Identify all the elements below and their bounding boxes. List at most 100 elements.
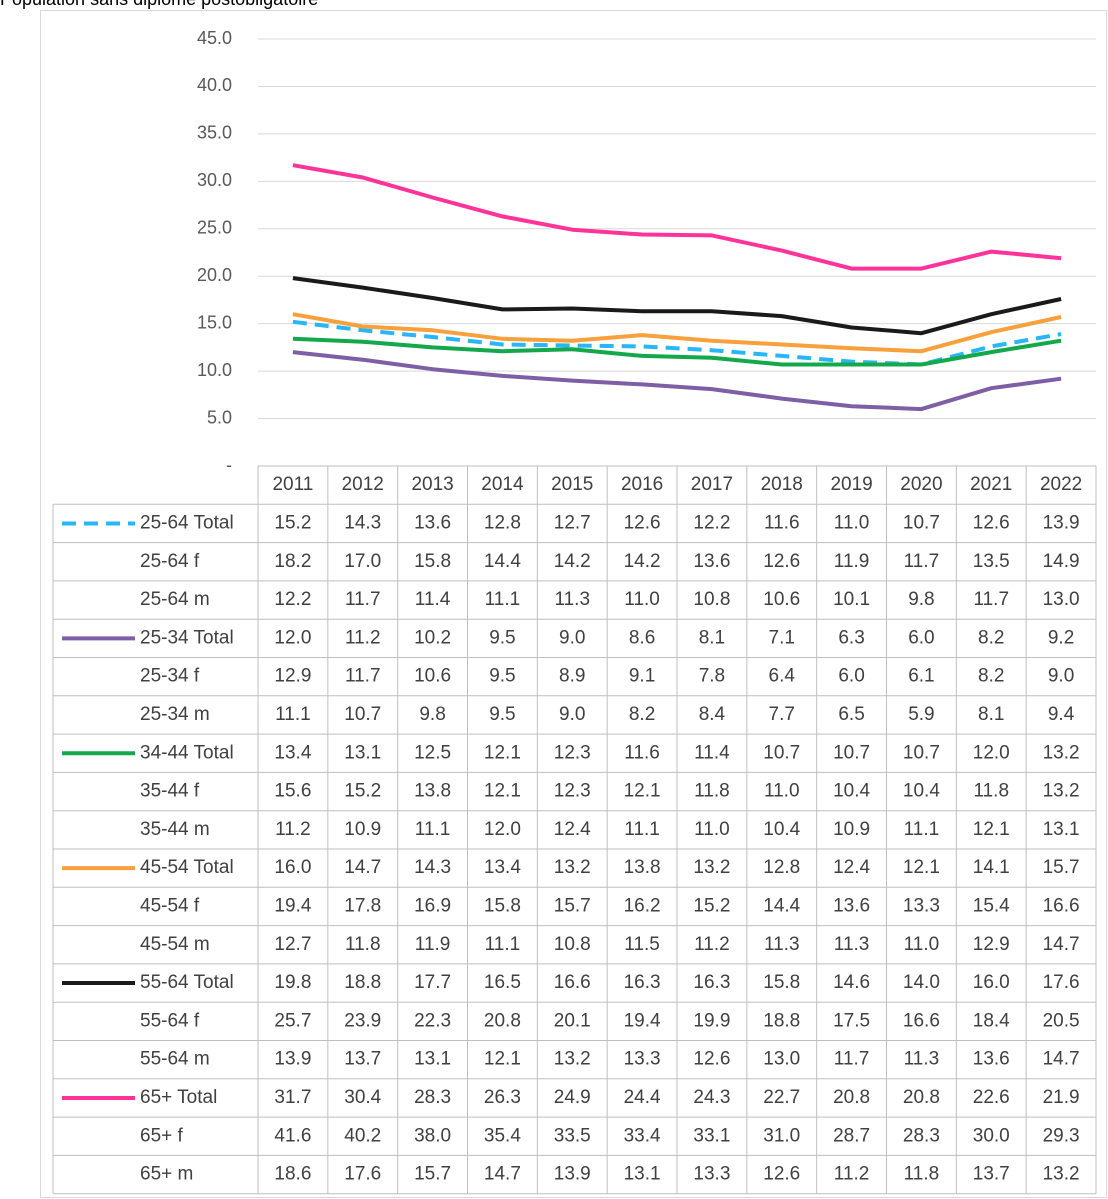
table-cell: 14.7: [1043, 1049, 1080, 1070]
x-tick-label: 2018: [761, 474, 803, 495]
table-cell: 10.4: [833, 781, 870, 802]
table-cell: 17.0: [344, 551, 381, 572]
table-cell: 11.1: [485, 589, 521, 610]
row-label: 45-54 f: [140, 895, 200, 916]
table-cell: 28.7: [833, 1125, 870, 1146]
row-label: 55-64 Total: [140, 972, 234, 993]
table-cell: 12.0: [973, 742, 1010, 763]
table-cell: 12.7: [554, 512, 591, 533]
table-cell: 18.8: [763, 1010, 800, 1031]
table-cell: 12.0: [484, 819, 521, 840]
chart-frame: [40, 10, 1107, 1198]
table-cell: 12.2: [274, 589, 311, 610]
table-cell: 13.3: [624, 1049, 661, 1070]
row-label: 45-54 Total: [140, 857, 234, 878]
table-cell: 12.1: [973, 819, 1010, 840]
table-cell: 28.3: [414, 1087, 451, 1108]
table-cell: 11.2: [694, 934, 730, 955]
table-cell: 10.7: [903, 512, 940, 533]
table-cell: 16.6: [903, 1010, 940, 1031]
table-cell: 22.7: [763, 1087, 800, 1108]
row-label: 25-34 f: [140, 666, 200, 687]
table-cell: 14.7: [484, 1164, 521, 1185]
y-tick-label: 45.0: [197, 28, 232, 48]
series-line: [292, 350, 1062, 412]
table-cell: 24.3: [693, 1087, 730, 1108]
table-cell: 38.0: [414, 1125, 451, 1146]
table-cell: 18.2: [274, 551, 311, 572]
table-cell: 7.7: [769, 704, 795, 725]
table-cell: 23.9: [344, 1010, 381, 1031]
table-cell: 16.2: [624, 895, 661, 916]
table-cell: 13.5: [973, 551, 1010, 572]
table-cell: 15.7: [414, 1164, 451, 1185]
x-tick-label: 2020: [900, 474, 942, 495]
table-cell: 14.6: [833, 972, 870, 993]
table-cell: 12.2: [693, 512, 730, 533]
table-cell: 11.3: [834, 934, 870, 955]
table-cell: 10.9: [344, 819, 381, 840]
table-cell: 21.9: [1043, 1087, 1080, 1108]
table-cell: 10.8: [693, 589, 730, 610]
table-cell: 10.9: [833, 819, 870, 840]
table-cell: 20.8: [833, 1087, 870, 1108]
row-label: 25-34 m: [140, 704, 210, 725]
y-tick-label: 25.0: [197, 218, 232, 238]
table-cell: 13.6: [833, 895, 870, 916]
table-cell: 19.4: [274, 895, 311, 916]
table-cell: 8.6: [629, 627, 655, 648]
table-cell: 12.1: [484, 781, 521, 802]
table-cell: 8.9: [559, 666, 585, 687]
table-cell: 17.6: [1043, 972, 1080, 993]
table-cell: 10.7: [903, 742, 940, 763]
table-cell: 12.6: [624, 512, 661, 533]
table-cell: 11.7: [345, 589, 381, 610]
table-cell: 11.0: [904, 934, 940, 955]
table-cell: 19.8: [274, 972, 311, 993]
table-cell: 8.4: [699, 704, 726, 725]
table-cell: 40.2: [344, 1125, 381, 1146]
table-cell: 30.4: [344, 1087, 381, 1108]
table-cell: 13.6: [414, 512, 451, 533]
table-cell: 11.3: [904, 1049, 940, 1070]
table-cell: 11.1: [904, 819, 940, 840]
table-cell: 10.2: [414, 627, 451, 648]
x-tick-label: 2013: [411, 474, 453, 495]
table-cell: 12.1: [903, 857, 940, 878]
table-cell: 11.1: [415, 819, 451, 840]
table-cell: 10.7: [833, 742, 870, 763]
table-cell: 11.8: [973, 781, 1009, 802]
table-cell: 13.7: [344, 1049, 381, 1070]
table-cell: 10.6: [414, 666, 451, 687]
table-cell: 12.9: [274, 666, 311, 687]
table-cell: 13.9: [274, 1049, 311, 1070]
row-label: 65+ Total: [140, 1087, 217, 1108]
x-tick-label: 2015: [551, 474, 593, 495]
table-cell: 8.1: [978, 704, 1004, 725]
table-cell: 20.1: [554, 1010, 591, 1031]
table-cell: 18.4: [973, 1010, 1010, 1031]
table-cell: 12.6: [693, 1049, 730, 1070]
table-cell: 15.8: [414, 551, 451, 572]
table-cell: 13.2: [554, 857, 591, 878]
table-cell: 9.5: [489, 627, 515, 648]
table-cell: 13.1: [624, 1164, 661, 1185]
row-label: 25-34 Total: [140, 627, 234, 648]
table-cell: 19.9: [693, 1010, 730, 1031]
table-cell: 22.6: [973, 1087, 1010, 1108]
table-cell: 33.4: [624, 1125, 661, 1146]
table-cell: 30.0: [973, 1125, 1010, 1146]
table-cell: 17.6: [344, 1164, 381, 1185]
table-cell: 11.9: [834, 551, 870, 572]
series-line: [292, 312, 1062, 354]
table-cell: 17.8: [344, 895, 381, 916]
table-cell: 8.1: [699, 627, 725, 648]
row-label: 34-44 Total: [140, 742, 234, 763]
table-cell: 11.8: [904, 1164, 940, 1185]
table-cell: 13.4: [274, 742, 311, 763]
table-cell: 12.3: [554, 742, 591, 763]
table-cell: 15.4: [973, 895, 1010, 916]
table-cell: 16.6: [554, 972, 591, 993]
table-cell: 8.2: [978, 666, 1004, 687]
